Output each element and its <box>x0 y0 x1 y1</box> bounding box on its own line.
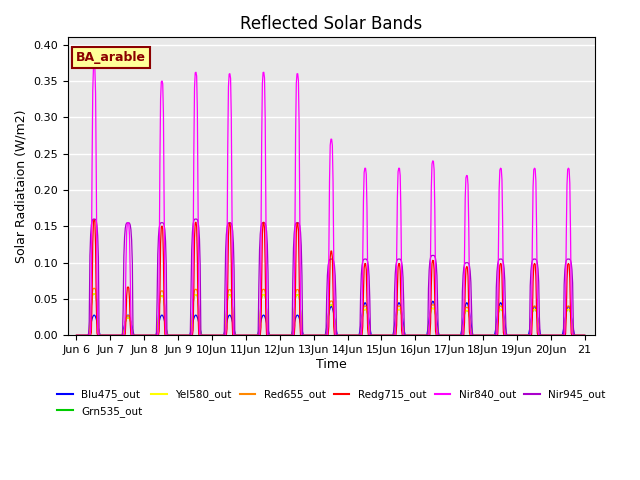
Yel580_out <box>82 333 90 338</box>
Red655_out <box>90 286 98 291</box>
Nir945_out <box>90 216 98 222</box>
Nir840_out <box>135 333 143 338</box>
Red655_out <box>581 333 589 338</box>
Yel580_out <box>73 333 81 338</box>
Grn535_out <box>213 333 221 338</box>
Redg715_out <box>135 333 143 338</box>
Grn535_out <box>186 332 194 338</box>
Blu475_out <box>392 312 400 318</box>
Yel580_out <box>581 333 589 338</box>
Nir945_out <box>408 333 415 338</box>
Line: Blu475_out: Blu475_out <box>77 301 585 336</box>
Nir945_out <box>186 333 194 338</box>
Grn535_out <box>73 333 81 338</box>
Grn535_out <box>408 333 415 338</box>
Red655_out <box>135 333 143 338</box>
Nir945_out <box>581 333 589 338</box>
Yel580_out <box>135 333 143 338</box>
Nir840_out <box>73 333 81 338</box>
Line: Nir945_out: Nir945_out <box>77 219 585 336</box>
Nir840_out <box>408 333 415 338</box>
Legend: Blu475_out, Grn535_out, Yel580_out, Red655_out, Redg715_out, Nir840_out, Nir945_: Blu475_out, Grn535_out, Yel580_out, Red6… <box>53 385 610 420</box>
Blu475_out <box>82 333 90 338</box>
Red655_out <box>82 333 90 338</box>
Redg715_out <box>90 217 98 223</box>
Red655_out <box>213 333 221 338</box>
Yel580_out <box>408 333 415 338</box>
Yel580_out <box>213 333 221 338</box>
Redg715_out <box>408 333 415 338</box>
Nir945_out <box>82 333 90 338</box>
Grn535_out <box>82 333 90 338</box>
Blu475_out <box>429 299 436 304</box>
Line: Nir840_out: Nir840_out <box>77 66 585 336</box>
Title: Reflected Solar Bands: Reflected Solar Bands <box>240 15 422 33</box>
Line: Grn535_out: Grn535_out <box>77 294 585 336</box>
Red655_out <box>73 333 81 338</box>
Blu475_out <box>186 332 193 338</box>
Nir945_out <box>393 258 401 264</box>
Redg715_out <box>581 333 589 338</box>
Red655_out <box>186 333 194 338</box>
Nir945_out <box>213 333 221 338</box>
Blu475_out <box>581 333 589 338</box>
Line: Redg715_out: Redg715_out <box>77 220 585 336</box>
Blu475_out <box>134 333 142 338</box>
Nir840_out <box>82 333 90 338</box>
Yel580_out <box>186 332 194 338</box>
Line: Yel580_out: Yel580_out <box>77 294 585 336</box>
Blu475_out <box>73 333 81 338</box>
Redg715_out <box>393 322 401 328</box>
Blu475_out <box>407 333 415 338</box>
Grn535_out <box>135 333 143 338</box>
Grn535_out <box>90 291 98 297</box>
Grn535_out <box>393 311 401 316</box>
Blu475_out <box>212 333 220 338</box>
Y-axis label: Solar Radiataion (W/m2): Solar Radiataion (W/m2) <box>15 109 28 263</box>
Red655_out <box>393 310 401 315</box>
Redg715_out <box>73 333 81 338</box>
Text: BA_arable: BA_arable <box>76 51 146 64</box>
Yel580_out <box>90 291 98 297</box>
Nir840_out <box>90 63 98 69</box>
Redg715_out <box>82 333 90 338</box>
Grn535_out <box>581 333 589 338</box>
Nir840_out <box>213 333 221 338</box>
Red655_out <box>408 333 415 338</box>
Nir840_out <box>581 333 589 338</box>
Line: Red655_out: Red655_out <box>77 288 585 336</box>
Nir945_out <box>73 333 81 338</box>
Nir840_out <box>393 257 401 263</box>
Nir945_out <box>135 333 143 338</box>
Nir840_out <box>186 333 194 338</box>
Yel580_out <box>393 311 401 316</box>
X-axis label: Time: Time <box>316 358 347 371</box>
Redg715_out <box>186 333 194 338</box>
Redg715_out <box>213 333 221 338</box>
